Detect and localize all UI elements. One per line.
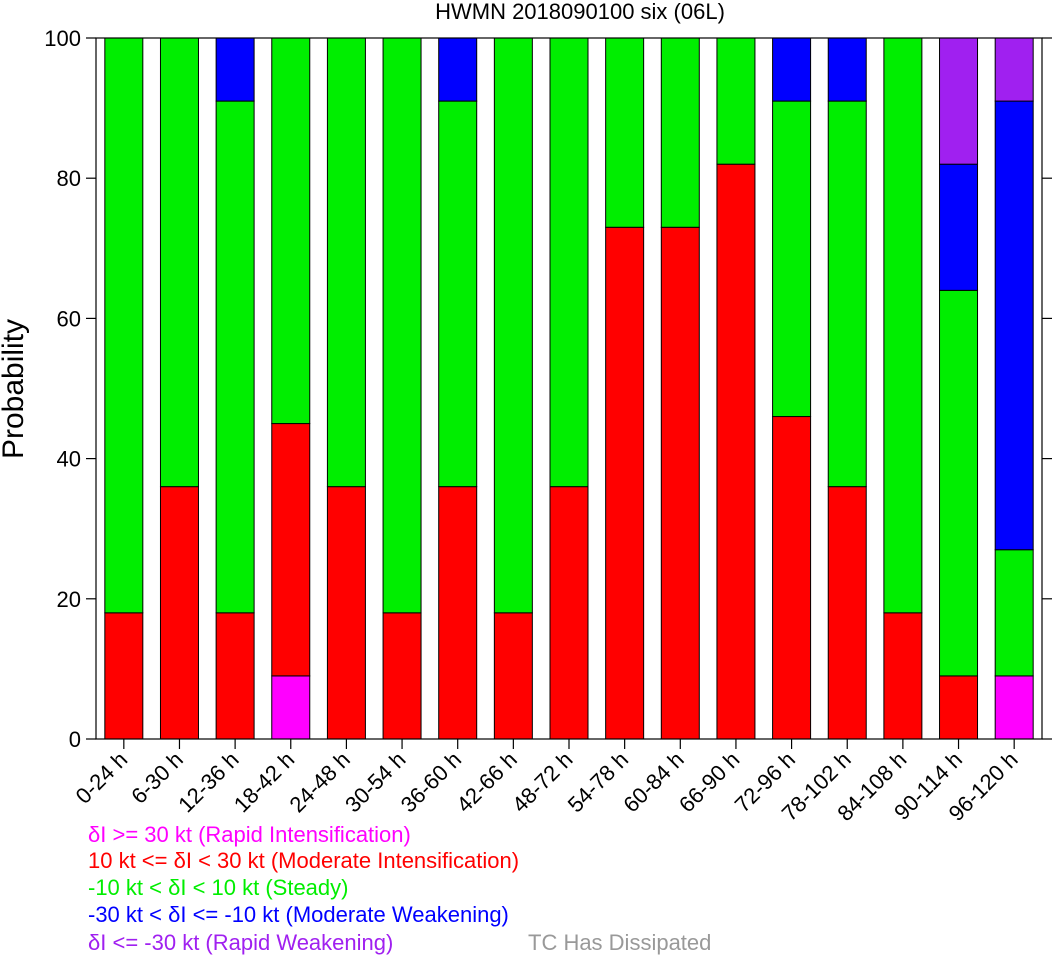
y-axis-label: Probability xyxy=(0,319,30,459)
bar-segment-steady-4 xyxy=(326,37,366,488)
bar-segment-mi-8 xyxy=(549,486,589,740)
bar-segment-rw-16 xyxy=(994,37,1034,102)
legend-moderate-weakening: -30 kt < δI <= -10 kt (Moderate Weakenin… xyxy=(88,902,509,927)
bar-segment-mi-5 xyxy=(382,612,422,740)
bar-segment-mi-7 xyxy=(493,612,533,740)
bar-segment-steady-3 xyxy=(271,37,311,425)
bar-segment-mi-11 xyxy=(716,163,756,740)
legend-rapid-intensification: δI >= 30 kt (Rapid Intensification) xyxy=(88,822,411,847)
x-tick-label: 18-42 h xyxy=(229,747,299,817)
bar-segment-mi-3 xyxy=(271,423,311,677)
bar-segment-mi-2 xyxy=(215,612,255,740)
bar-segment-steady-5 xyxy=(382,37,422,614)
legend-tc-dissipated: TC Has Dissipated xyxy=(528,930,712,955)
bar-segment-steady-0 xyxy=(104,37,144,614)
bar-segment-steady-13 xyxy=(827,100,867,488)
bar-segment-mw-13 xyxy=(827,37,867,102)
bar-segment-mi-9 xyxy=(605,226,645,740)
bars-layer xyxy=(104,37,1034,740)
x-tick-label: 12-36 h xyxy=(173,747,243,817)
x-tick-label: 30-54 h xyxy=(340,747,410,817)
bar-segment-rw-15 xyxy=(939,37,979,165)
bar-segment-steady-2 xyxy=(215,100,255,614)
x-tick-label: 36-60 h xyxy=(396,747,466,817)
bar-segment-mi-6 xyxy=(438,486,478,740)
bar-segment-steady-16 xyxy=(994,549,1034,677)
bar-segment-steady-1 xyxy=(159,37,199,488)
bar-segment-mi-0 xyxy=(104,612,144,740)
bar-segment-steady-14 xyxy=(883,37,923,614)
bar-segment-ri-3 xyxy=(271,675,311,740)
bar-segment-steady-6 xyxy=(438,100,478,488)
bar-segment-steady-15 xyxy=(939,289,979,677)
x-tick-label: 60-84 h xyxy=(618,747,688,817)
y-tick-label: 40 xyxy=(57,447,81,472)
legend-rapid-weakening: δI <= -30 kt (Rapid Weakening) xyxy=(88,930,394,955)
bar-segment-mw-15 xyxy=(939,163,979,291)
bar-segment-steady-7 xyxy=(493,37,533,614)
x-tick-label: 24-48 h xyxy=(285,747,355,817)
y-tick-label: 60 xyxy=(57,306,81,331)
chart-title: HWMN 2018090100 six (06L) xyxy=(435,0,725,24)
bar-segment-mw-16 xyxy=(994,100,1034,551)
x-tick-label: 48-72 h xyxy=(507,747,577,817)
x-tick-label: 54-78 h xyxy=(563,747,633,817)
bar-segment-ri-16 xyxy=(994,675,1034,740)
y-ticks: 0 20 40 60 80 100 xyxy=(44,26,1052,752)
x-tick-label: 42-66 h xyxy=(451,747,521,817)
legend-moderate-intensification: 10 kt <= δI < 30 kt (Moderate Intensific… xyxy=(88,848,520,873)
bar-segment-mi-1 xyxy=(159,486,199,740)
bar-segment-steady-8 xyxy=(549,37,589,488)
bar-segment-mw-12 xyxy=(772,37,812,102)
y-tick-label: 80 xyxy=(57,166,81,191)
bar-segment-mi-15 xyxy=(939,675,979,740)
bar-segment-mi-13 xyxy=(827,486,867,740)
x-ticks: 0-24 h6-30 h12-36 h18-42 h24-48 h30-54 h… xyxy=(71,739,1023,826)
legend-steady: -10 kt < δI < 10 kt (Steady) xyxy=(88,875,349,900)
bar-segment-mw-2 xyxy=(215,37,255,102)
bar-segment-mw-6 xyxy=(438,37,478,102)
bar-segment-steady-10 xyxy=(660,37,700,228)
x-tick-label: 0-24 h xyxy=(71,747,133,809)
y-tick-label: 20 xyxy=(57,587,81,612)
bar-segment-steady-9 xyxy=(605,37,645,228)
bar-segment-steady-12 xyxy=(772,100,812,418)
bar-segment-mi-12 xyxy=(772,416,812,740)
bar-segment-mi-10 xyxy=(660,226,700,740)
bar-segment-mi-4 xyxy=(326,486,366,740)
bar-segment-steady-11 xyxy=(716,37,756,165)
x-tick-label: 66-90 h xyxy=(674,747,744,817)
y-tick-label: 100 xyxy=(44,26,81,51)
y-tick-label: 0 xyxy=(69,727,81,752)
bar-segment-mi-14 xyxy=(883,612,923,740)
